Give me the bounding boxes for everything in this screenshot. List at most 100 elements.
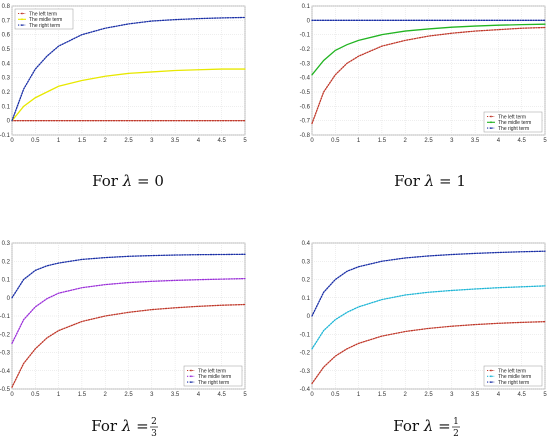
legend-box xyxy=(483,111,543,133)
y-tick-label: 0.4 xyxy=(302,241,311,247)
caption-fraction-numerator: 1 xyxy=(453,417,459,427)
legend-label: The right term xyxy=(198,380,229,386)
y-tick-label: 0.2 xyxy=(302,278,311,284)
caption-prefix: For xyxy=(394,172,421,190)
x-tick-label: 1.5 xyxy=(378,392,387,398)
caption-value: 1 xyxy=(456,172,466,190)
caption-text: For λ = 0 xyxy=(92,172,164,190)
x-tick-label: 2.5 xyxy=(424,138,433,144)
series-line-1 xyxy=(311,321,546,385)
x-tick-label: 4 xyxy=(197,138,201,144)
y-tick-label: 0 xyxy=(7,296,11,302)
legend-label: The left term xyxy=(198,368,226,374)
series-line-3 xyxy=(11,253,246,299)
caption-3: For λ = 2 3 xyxy=(91,417,158,439)
y-tick-label: -0.5 xyxy=(300,90,311,96)
caption-2: For λ = 1 xyxy=(394,172,466,190)
y-tick-label: -0.8 xyxy=(300,133,311,139)
x-tick-label: 1 xyxy=(57,392,61,398)
legend-marker xyxy=(490,381,492,383)
x-tick-label: 2.5 xyxy=(424,392,433,398)
legend-label: The midle term xyxy=(498,120,531,126)
series-line-1 xyxy=(311,26,546,125)
caption-text: For λ = xyxy=(393,417,450,435)
series-line-2 xyxy=(11,68,246,122)
series-line-2 xyxy=(11,277,246,345)
x-tick-label: 0.5 xyxy=(31,392,40,398)
y-tick-label: 0.5 xyxy=(2,47,11,53)
x-tick-label: 3.5 xyxy=(171,392,180,398)
x-tick-label: 3 xyxy=(450,392,454,398)
x-tick-label: 5 xyxy=(243,138,247,144)
caption-value: 0 xyxy=(154,172,164,190)
legend-marker xyxy=(490,115,492,118)
y-tick-label: 0.1 xyxy=(302,4,311,10)
y-tick-label: -0.2 xyxy=(0,332,11,338)
x-tick-label: 4.5 xyxy=(518,138,527,144)
caption-lambda_sym: λ xyxy=(122,172,133,190)
y-tick-label: 0.6 xyxy=(2,33,11,39)
x-tick-label: 5 xyxy=(543,392,547,398)
caption-prefix: For xyxy=(393,417,420,435)
y-tick-label: 0.7 xyxy=(2,18,11,24)
x-tick-label: 2 xyxy=(404,138,408,144)
legend-marker xyxy=(190,375,192,378)
y-tick-label: -0.1 xyxy=(0,133,11,139)
chart-panel-3: 0 0.5 1 1.5 2 2.5 3 3.5 4 4.5 5 -0.5 -0.4 -0.3 -0.2 -0.… xyxy=(0,241,247,439)
legend-label: The left term xyxy=(498,368,526,374)
x-tick-label: 5 xyxy=(243,392,247,398)
caption-fraction-denominator: 2 xyxy=(453,429,459,439)
y-tick-label: 0.4 xyxy=(2,61,11,67)
legend-label: The right term xyxy=(498,380,529,386)
y-tick-label: 0 xyxy=(307,314,311,320)
y-tick-label: -0.1 xyxy=(0,314,11,320)
x-tick-label: 4.5 xyxy=(218,138,227,144)
y-tick-label: 0.3 xyxy=(2,76,11,82)
legend-marker xyxy=(490,369,492,372)
y-tick-label: -0.1 xyxy=(300,33,311,39)
x-tick-label: 0.5 xyxy=(331,392,340,398)
x-tick-label: 0 xyxy=(310,392,314,398)
legend-marker xyxy=(21,18,23,21)
legend-marker xyxy=(21,24,23,26)
y-tick-label: -0.4 xyxy=(0,369,11,375)
caption-lambda_sym: λ xyxy=(423,417,434,435)
y-tick-label: -0.1 xyxy=(300,332,311,338)
x-tick-label: 0.5 xyxy=(31,138,40,144)
caption-1: For λ = 0 xyxy=(92,172,164,190)
y-tick-label: -0.6 xyxy=(300,104,311,110)
legend-box xyxy=(183,365,243,387)
x-tick-label: 1.5 xyxy=(78,138,87,144)
caption-text: For λ = xyxy=(91,417,148,435)
legend-marker xyxy=(490,121,492,124)
y-tick-label: -0.3 xyxy=(300,369,311,375)
y-tick-label: -0.4 xyxy=(300,387,311,393)
x-tick-label: 1 xyxy=(357,138,361,144)
x-tick-label: 2 xyxy=(404,392,408,398)
caption-prefix: For xyxy=(91,417,118,435)
caption-eq: = xyxy=(439,172,452,190)
y-tick-label: -0.3 xyxy=(300,61,311,67)
caption-lambda_sym: λ xyxy=(424,172,435,190)
x-tick-label: 1 xyxy=(357,392,361,398)
legend-marker xyxy=(490,375,492,378)
caption-lambda_sym: λ xyxy=(121,417,132,435)
y-tick-label: 0.3 xyxy=(302,259,311,265)
caption-fraction-denominator: 3 xyxy=(151,429,157,439)
series-line-3 xyxy=(11,16,246,122)
x-tick-label: 2 xyxy=(104,138,108,144)
legend-marker xyxy=(490,127,492,129)
x-tick-label: 1 xyxy=(57,138,61,144)
y-tick-label: -0.2 xyxy=(300,351,311,357)
legend-label: The right term xyxy=(498,126,529,132)
legend-marker xyxy=(21,12,23,15)
x-tick-label: 3 xyxy=(150,392,154,398)
caption-eq: = xyxy=(136,417,149,435)
x-tick-label: 5 xyxy=(543,138,547,144)
y-tick-label: -0.4 xyxy=(300,76,311,82)
legend-box xyxy=(14,8,74,30)
